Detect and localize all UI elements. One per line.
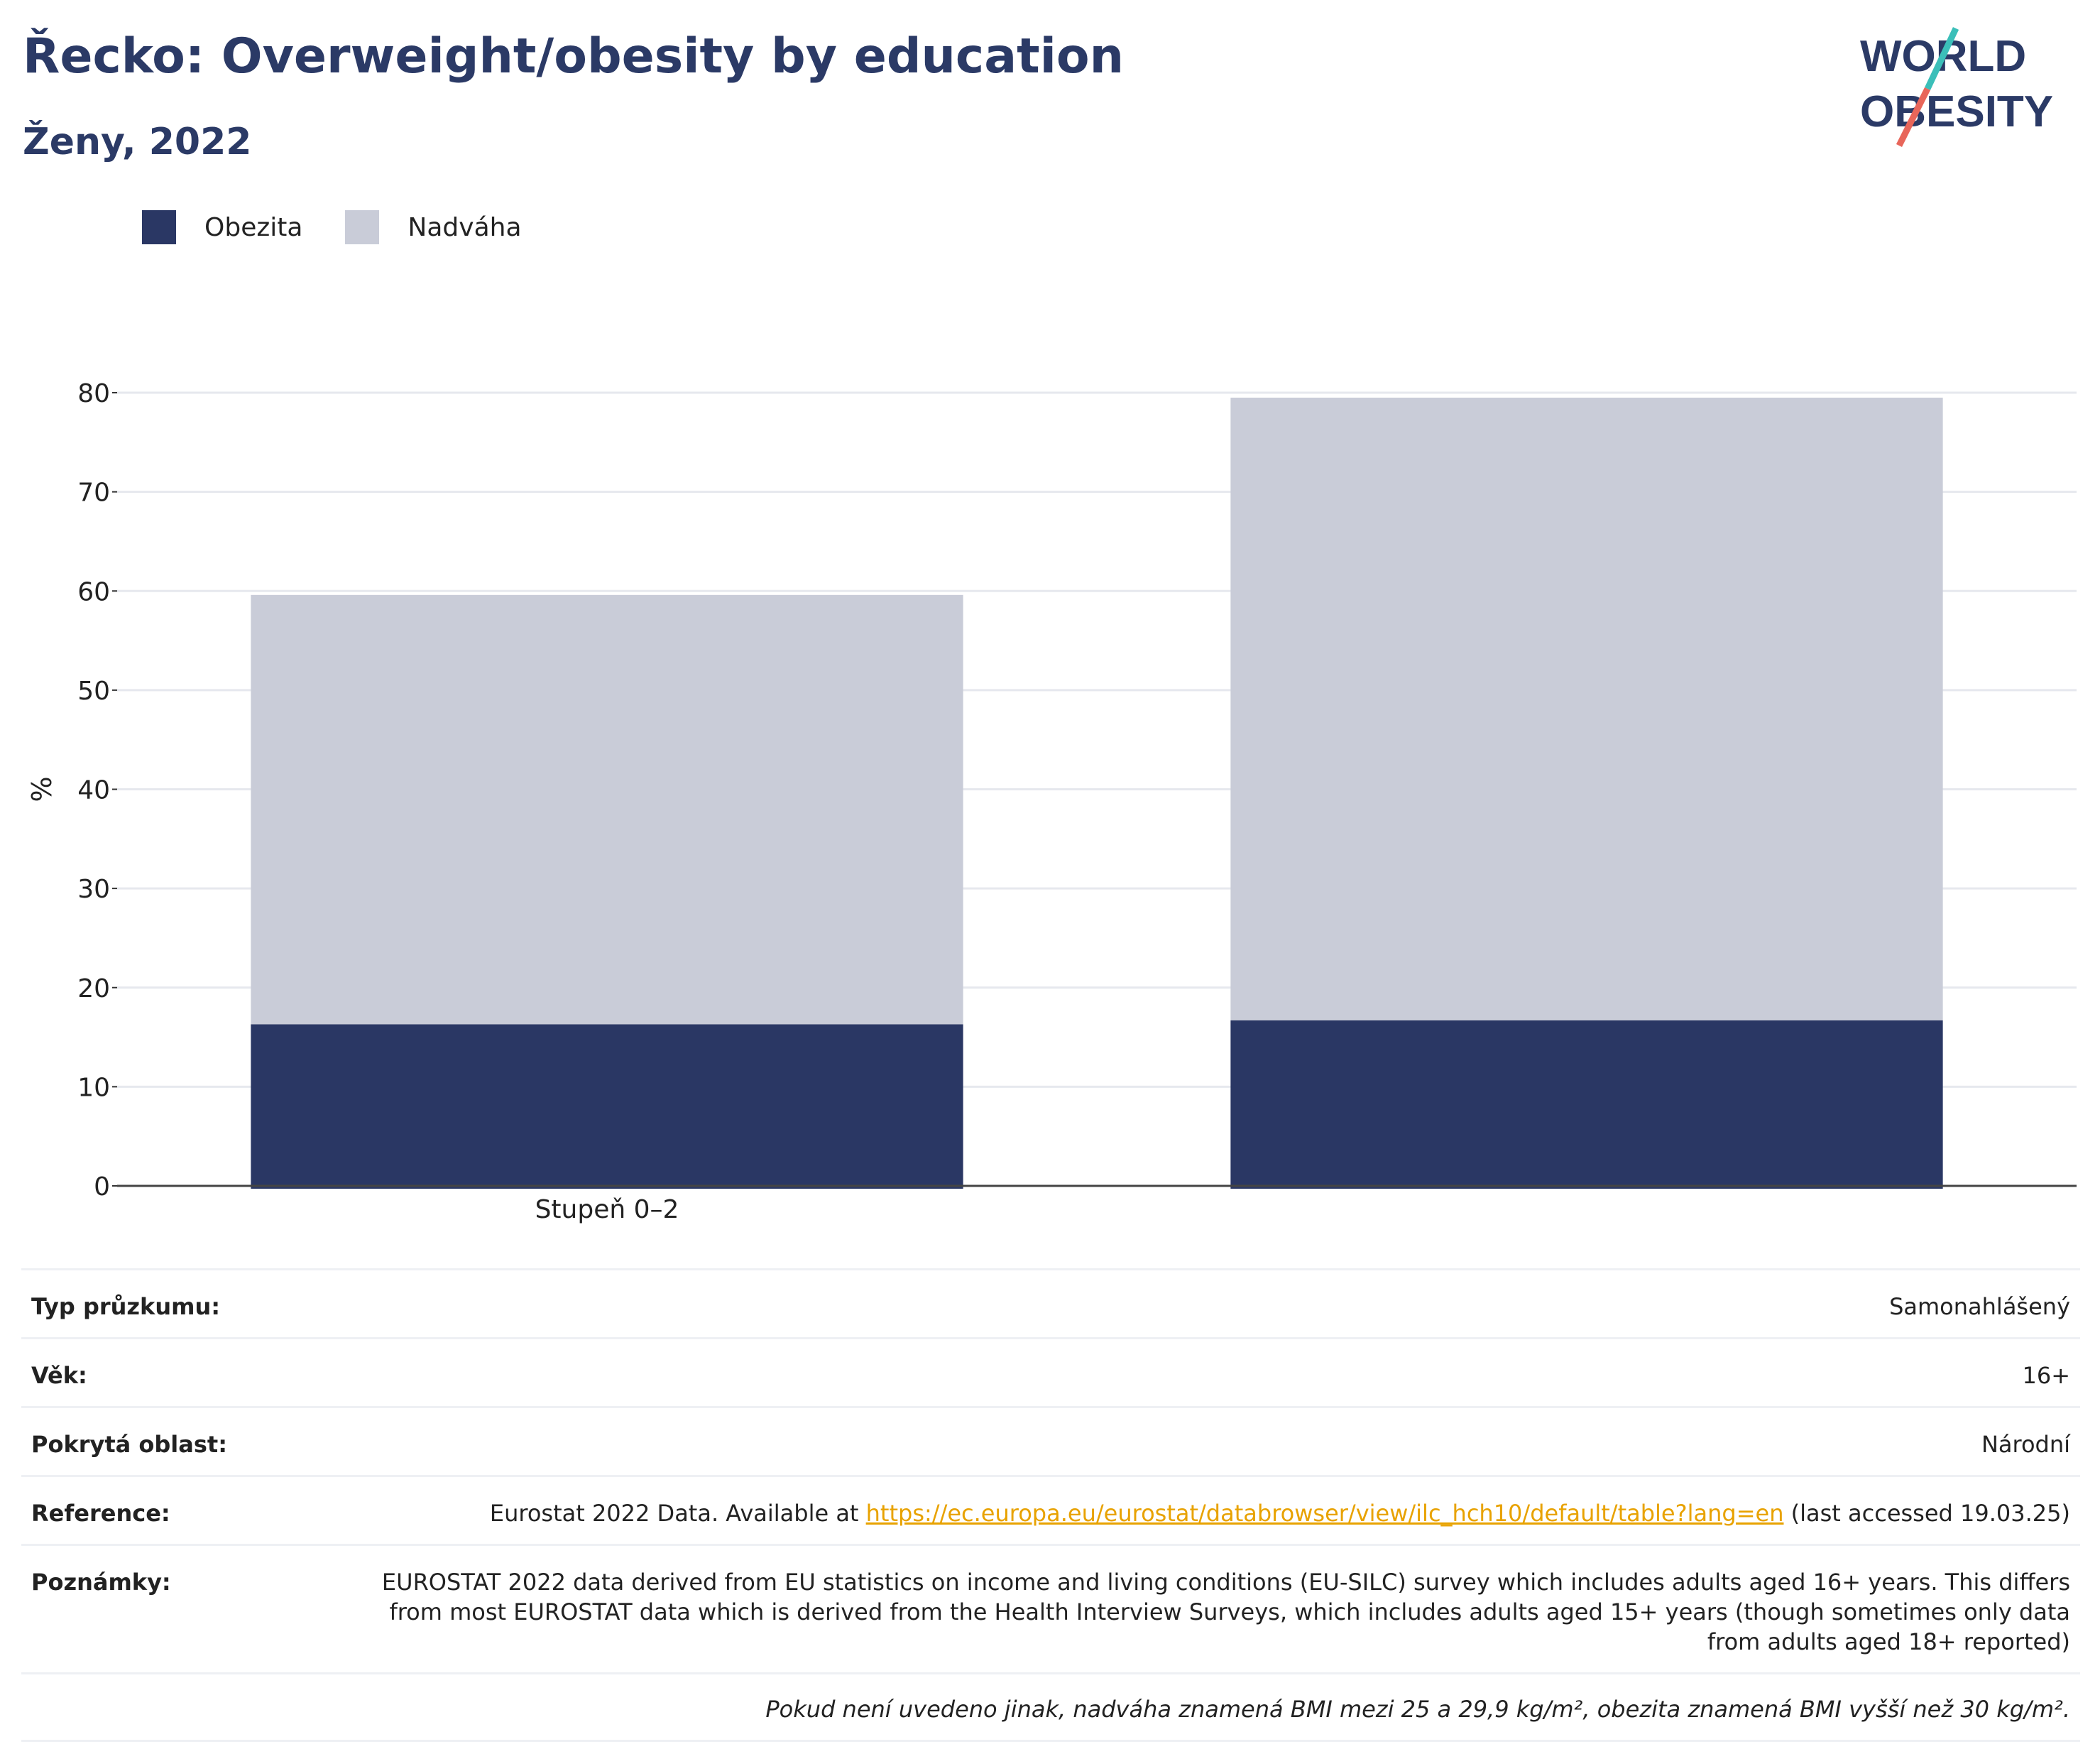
reference-link[interactable]: https://ec.europa.eu/eurostat/databrowse… [865,1500,1784,1527]
legend-label-obesity: Obezita [204,212,303,242]
logo-slash-teal [1924,27,1959,90]
logo-slash-coral [1896,87,1931,148]
info-value-notes: EUROSTAT 2022 data derived from EU stati… [381,1569,2070,1655]
info-value-survey-type: Samonahlášený [1889,1293,2070,1320]
y-tick-label: 80 [77,379,110,408]
y-tick-label: 30 [77,875,110,904]
bar-overweight [251,594,963,1025]
chart-subtitle: Ženy, 2022 [23,121,252,163]
info-label-survey-type: Typ průzkumu: [31,1293,221,1320]
reference-suffix: (last accessed 19.03.25) [1783,1500,2070,1527]
y-tick-label: 20 [77,974,110,1003]
y-tick-label: 60 [77,577,110,606]
info-label-notes: Poznámky: [31,1569,171,1596]
y-tick-label: 10 [77,1073,110,1102]
bmi-footnote: Pokud není uvedeno jinak, nadváha znamen… [21,1672,2080,1742]
chart-title: Řecko: Overweight/obesity by education [23,28,1125,85]
legend-item-overweight[interactable]: Nadváha [345,210,522,244]
x-tick-label: Stupeň 0–2 [535,1195,679,1224]
bar-obesity [251,1024,963,1189]
bar-obesity [1230,1020,1943,1189]
info-row-area: Pokrytá oblast: Národní [21,1406,2080,1475]
info-row-notes: Poznámky: EUROSTAT 2022 data derived fro… [21,1544,2080,1672]
info-label-reference: Reference: [31,1500,170,1527]
logo-line-2: OBESITY [1860,87,2053,136]
chart-legend: Obezita Nadváha [142,210,564,244]
info-row-age: Věk: 16+ [21,1337,2080,1406]
world-obesity-logo: WORLD OBESITY [1860,27,2053,148]
info-value-reference: Eurostat 2022 Data. Available at https:/… [372,1498,2070,1528]
reference-prefix: Eurostat 2022 Data. Available at [489,1500,866,1527]
info-table: Typ průzkumu: Samonahlášený Věk: 16+ Pok… [21,1268,2080,1742]
info-label-age: Věk: [31,1362,87,1389]
y-tick-label: 50 [77,677,110,706]
y-tick-label: 0 [94,1172,110,1202]
legend-swatch-overweight [345,210,380,244]
legend-swatch-obesity [142,210,176,244]
legend-item-obesity[interactable]: Obezita [142,210,302,244]
info-label-area: Pokrytá oblast: [31,1431,227,1458]
info-value-area: Národní [1981,1431,2070,1458]
info-value-age: 16+ [2022,1362,2070,1389]
info-row-reference: Reference: Eurostat 2022 Data. Available… [21,1475,2080,1544]
bar-overweight [1230,397,1943,1020]
y-axis-title: % [26,776,58,802]
bar-chart: 0 10 20 30 40 50 60 70 80 Stupeň 0–2% [26,379,2077,1224]
info-row-survey-type: Typ průzkumu: Samonahlášený [21,1268,2080,1337]
y-tick-label: 40 [77,776,110,805]
y-tick-label: 70 [77,479,110,508]
legend-label-overweight: Nadváha [408,212,522,242]
